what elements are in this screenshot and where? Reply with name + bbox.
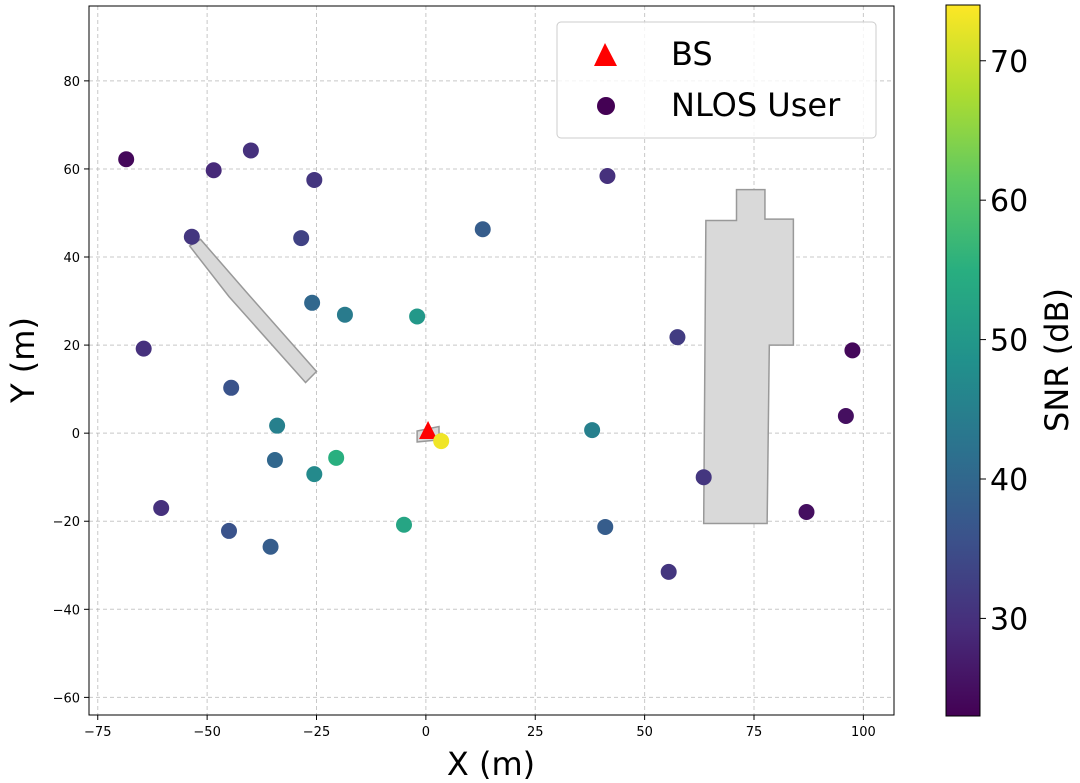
- nlos-user-point: [798, 503, 815, 520]
- y-tick-label: −40: [53, 603, 80, 618]
- colorbar-ticks: 30 40 50 60 70: [980, 45, 1028, 637]
- nlos-user-point: [660, 563, 677, 580]
- legend: BS NLOS User: [556, 21, 877, 139]
- y-axis-label: Y (m): [4, 317, 42, 404]
- plot-area-frame: [88, 5, 895, 716]
- nlos-user-point: [409, 308, 426, 325]
- nlos-user-point: [396, 516, 412, 533]
- nlos-user-point: [118, 151, 135, 168]
- colorbar-gradient: [945, 4, 981, 717]
- nlos-user-point: [221, 522, 237, 539]
- y-tick-label: 60: [63, 163, 80, 178]
- nlos-user-point: [262, 538, 279, 555]
- nlos-user-point: [328, 449, 345, 466]
- y-tick-label: 0: [72, 427, 80, 442]
- y-tick-label: −60: [53, 691, 80, 706]
- nlos-user-point: [153, 500, 170, 517]
- x-tick-label: −25: [303, 725, 330, 740]
- x-axis-ticks: −75 −50 −25 0 25 50 75 100: [84, 715, 876, 740]
- colorbar-tick-label: 30: [990, 602, 1028, 637]
- nlos-user-point: [293, 230, 310, 247]
- nlos-user-point: [242, 142, 259, 159]
- obstacle-diagonal-wall: [188, 238, 318, 384]
- grid-lines: [89, 6, 894, 715]
- nlos-user-point: [183, 228, 200, 245]
- nlos-user-point: [304, 294, 321, 311]
- legend-bs-marker: [594, 43, 617, 66]
- nlos-user-point: [223, 379, 240, 396]
- y-tick-label: −20: [53, 515, 80, 530]
- nlos-user-point: [205, 162, 222, 179]
- nlos-user-point: [433, 433, 450, 450]
- y-tick-label: 20: [63, 339, 80, 354]
- colorbar-tick-label: 70: [990, 45, 1028, 80]
- nlos-user-point: [266, 452, 283, 469]
- colorbar-tick-label: 60: [990, 184, 1028, 219]
- x-tick-label: −50: [193, 725, 220, 740]
- obstacle-tall-building: [702, 188, 795, 525]
- nlos-user-point: [336, 306, 353, 323]
- nlos-user-point: [597, 518, 614, 535]
- y-tick-label: 40: [63, 251, 80, 266]
- y-axis-ticks: −60 −40 −20 0 20 40 60 80: [53, 75, 89, 706]
- x-tick-label: 75: [746, 725, 763, 740]
- data-points: [118, 142, 861, 580]
- colorbar-label: SNR (dB): [1038, 288, 1076, 432]
- nlos-user-point: [599, 167, 616, 184]
- nlos-user-point: [837, 407, 854, 424]
- colorbar-tick-label: 40: [990, 463, 1028, 498]
- legend-user-label: NLOS User: [671, 86, 841, 124]
- base-station-marker: [419, 420, 438, 439]
- nlos-user-point: [269, 417, 286, 434]
- x-tick-label: 25: [527, 725, 544, 740]
- colorbar-tick-label: 50: [990, 324, 1028, 359]
- nlos-user-point: [135, 340, 152, 357]
- nlos-user-point: [695, 469, 712, 486]
- nlos-user-point: [584, 422, 601, 439]
- nlos-user-point: [844, 342, 861, 359]
- nlos-user-point: [306, 466, 323, 483]
- colorbar: 30 40 50 60 70 SNR (dB): [945, 4, 1076, 717]
- nlos-user-point: [669, 329, 686, 346]
- x-tick-label: 50: [636, 725, 653, 740]
- legend-bs-label: BS: [671, 35, 713, 73]
- x-axis-label: X (m): [447, 745, 535, 783]
- x-tick-label: 0: [422, 725, 430, 740]
- legend-user-marker: [597, 97, 615, 115]
- legend-box: [556, 21, 877, 139]
- x-tick-label: −75: [84, 725, 111, 740]
- x-tick-label: 100: [851, 725, 876, 740]
- nlos-user-point: [474, 221, 491, 238]
- nlos-user-point: [306, 171, 323, 188]
- y-tick-label: 80: [63, 75, 80, 90]
